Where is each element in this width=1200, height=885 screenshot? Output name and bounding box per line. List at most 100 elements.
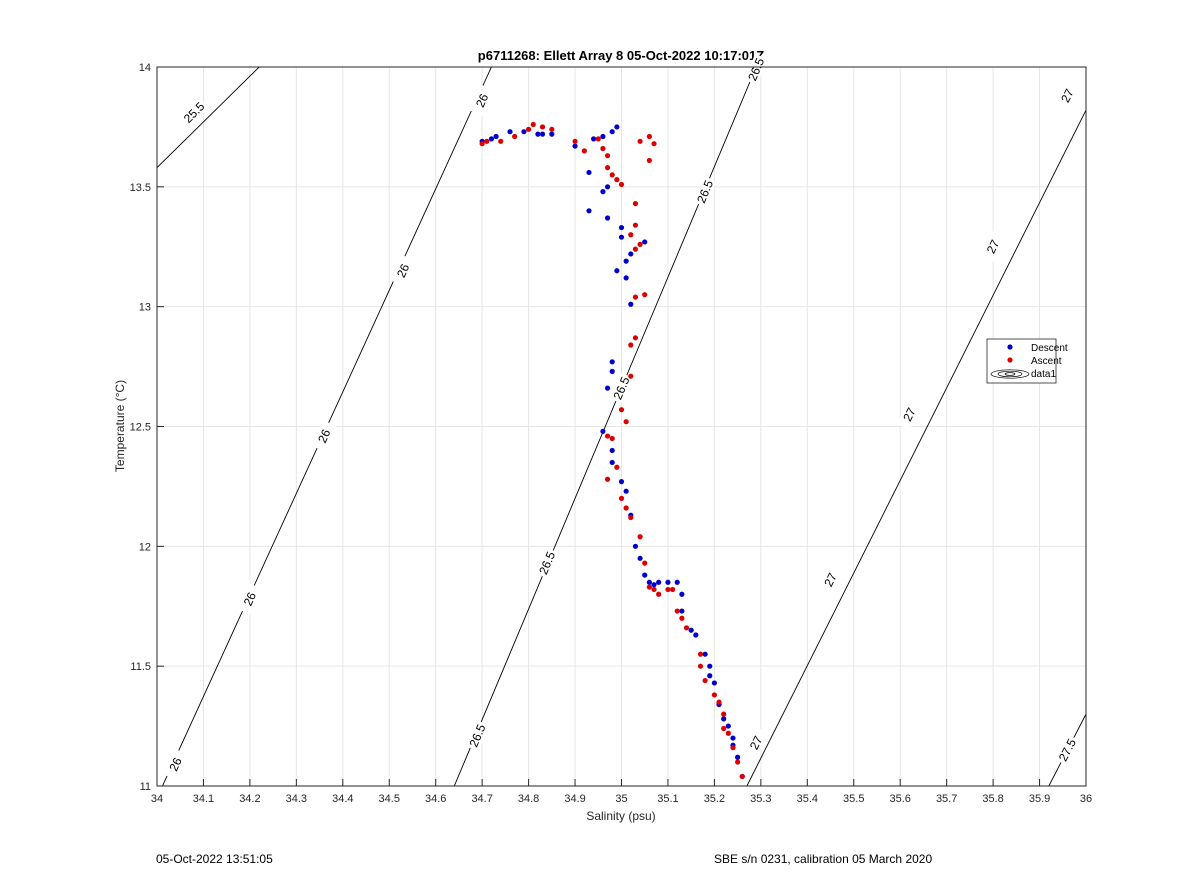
legend[interactable]: Descent Ascent data1 (986, 338, 1068, 384)
descent-point (535, 131, 541, 137)
descent-point (618, 234, 625, 240)
contour-label-mask (535, 547, 560, 579)
descent-point (707, 663, 713, 669)
ascent-point (549, 126, 555, 132)
y-tick-label: 13 (139, 302, 151, 314)
ascent-point (646, 584, 652, 590)
ascent-point (604, 433, 611, 439)
contour-label-mask (469, 84, 495, 117)
x-tick-label: 35.9 (1029, 793, 1050, 805)
descent-point (586, 208, 592, 214)
contour-label-mask (609, 372, 634, 404)
descent-point (632, 543, 639, 549)
descent-point (674, 579, 680, 585)
descent-point (609, 129, 615, 135)
density-contour-line (746, 109, 1086, 786)
x-axis-label: Salinity (psu) (586, 809, 655, 823)
footer-calibration: SBE s/n 0231, calibration 05 March 2020 (714, 852, 933, 866)
ascent-point (632, 222, 639, 228)
descent-point (614, 268, 620, 274)
ascent-point (628, 342, 634, 348)
ascent-point (735, 759, 741, 765)
ascent-point (609, 435, 615, 442)
y-tick-label: 14 (139, 62, 151, 74)
contour-label-mask (693, 176, 717, 208)
descent-point (549, 131, 555, 137)
descent-point (665, 579, 671, 585)
ascent-point (637, 534, 643, 540)
legend-descent-marker (1007, 344, 1013, 350)
contour-label-mask (179, 97, 210, 128)
descent-point (600, 428, 606, 434)
legend-ascent-marker (1007, 357, 1013, 363)
ascent-point (651, 141, 657, 147)
contour-label-mask (743, 727, 769, 759)
descent-point (493, 133, 499, 140)
y-axis-label: Temperature (°C) (113, 380, 127, 472)
legend-box (986, 338, 1057, 384)
descent-point (730, 735, 736, 741)
descent-point (623, 258, 629, 264)
descent-point (618, 479, 625, 485)
y-tick-label: 11 (140, 781, 151, 793)
ascent-point (526, 126, 532, 132)
ascent-point (702, 677, 708, 684)
ascent-point (484, 138, 490, 144)
x-tick-label: 34.3 (286, 793, 307, 805)
x-axis-ticks: 34 34.1 34.2 34.3 34.4 34.5 34.6 34.7 34.8 34.9 35… (151, 779, 1092, 805)
contour-label: 26 (166, 755, 184, 773)
descent-point (507, 129, 513, 135)
descent-point (618, 224, 625, 231)
x-tick-label: 35.8 (982, 793, 1003, 805)
legend-descent-label: Descent (1031, 343, 1068, 354)
ascent-point (651, 586, 657, 593)
ascent-point (656, 591, 662, 597)
descent-point (539, 131, 546, 137)
ascent-point (498, 138, 504, 144)
x-tick-label: 36 (1080, 793, 1092, 805)
descent-point (725, 723, 731, 729)
x-tick-label: 35 (615, 793, 627, 805)
ascent-point (730, 745, 736, 751)
legend-ascent-label: Ascent (1031, 356, 1062, 367)
x-tick-label: 35.1 (657, 793, 678, 805)
contour-label: 26 (315, 427, 333, 445)
ascent-point (512, 133, 518, 140)
descent-point (609, 368, 615, 374)
ascent-point (739, 773, 745, 780)
contour-label: 27 (747, 733, 766, 751)
legend-contour-icon (990, 369, 1030, 379)
ascent-point (632, 335, 639, 341)
ascent-point (530, 121, 536, 128)
x-tick-label: 34.2 (239, 793, 260, 805)
contour-label: 27 (984, 237, 1003, 255)
descent-point (521, 129, 527, 135)
descent-point (604, 215, 611, 221)
x-tick-label: 35.4 (797, 793, 818, 805)
y-axis-ticks: 11 11.5 12 12.5 13 13.5 14 (130, 62, 164, 793)
x-tick-label: 34.9 (564, 793, 585, 805)
ascent-point (604, 153, 611, 159)
ascent-point (721, 711, 727, 717)
x-tick-label: 35.5 (843, 793, 864, 805)
contour-label-mask (1054, 80, 1080, 112)
contour-label: 27 (1058, 86, 1077, 104)
descent-point (623, 488, 629, 494)
descent-point (591, 136, 597, 142)
ascent-point (604, 476, 611, 482)
descent-point (600, 133, 606, 140)
ascent-point (614, 464, 620, 470)
ascent-point (595, 136, 601, 142)
ascent-point (628, 232, 634, 238)
ascent-point (646, 157, 652, 164)
x-tick-label: 34.1 (193, 793, 214, 805)
descent-point (646, 579, 652, 585)
contour-label-mask (237, 583, 263, 615)
ascent-point (725, 730, 731, 736)
x-tick-label: 35.7 (936, 793, 957, 805)
descent-point (609, 359, 615, 365)
descent-point (586, 169, 592, 176)
ascent-point (637, 138, 643, 144)
ascent-point (642, 560, 648, 566)
descent-point (642, 239, 648, 245)
